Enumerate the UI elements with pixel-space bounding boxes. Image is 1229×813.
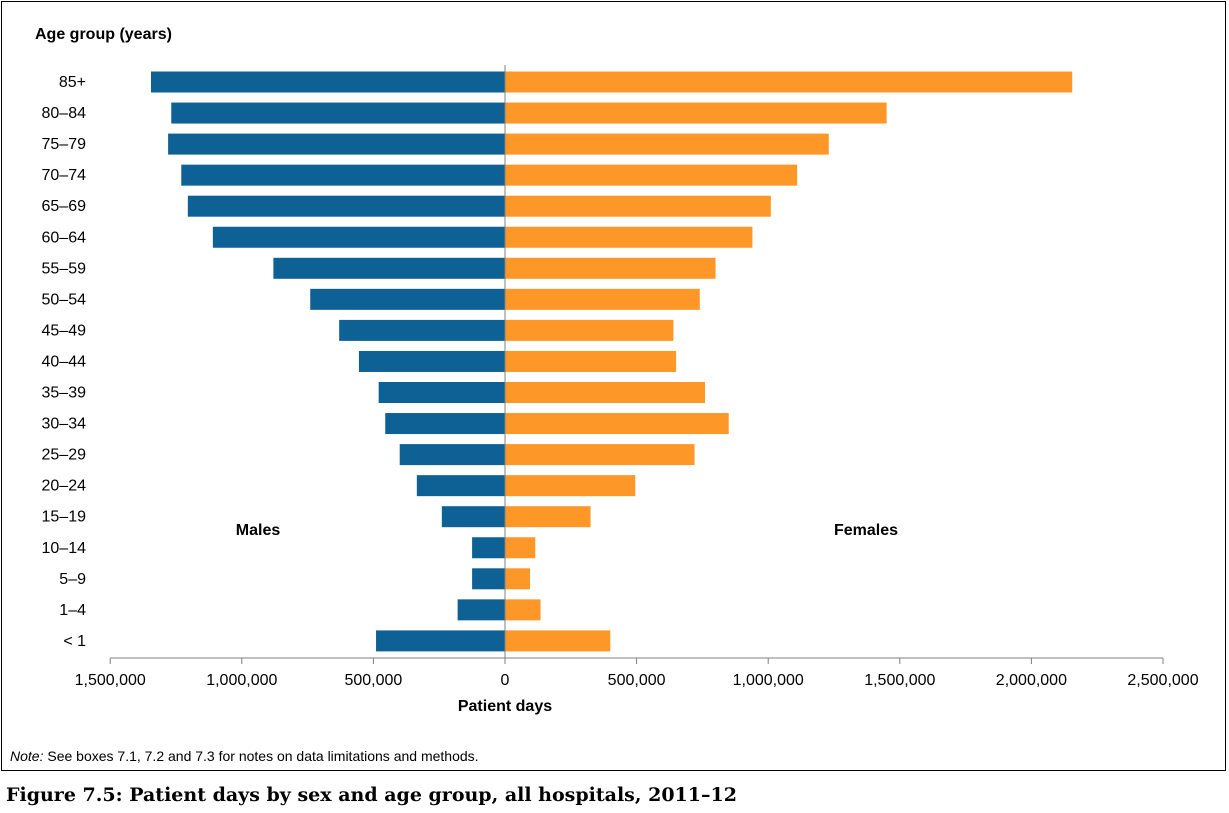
- note-text: See boxes 7.1, 7.2 and 7.3 for notes on …: [43, 748, 479, 764]
- male-bar: [378, 382, 505, 403]
- male-bar: [472, 537, 505, 559]
- female-bar: [505, 164, 798, 186]
- series-label-males: Males: [236, 522, 281, 539]
- y-tick-label: 80–84: [42, 105, 87, 122]
- male-bar: [168, 133, 505, 155]
- male-bar: [212, 226, 505, 248]
- x-tick-label: 500,000: [608, 672, 666, 689]
- y-tick-label: < 1: [63, 633, 86, 650]
- y-tick-label: 50–54: [42, 291, 87, 308]
- x-tick-label: 2,500,000: [1127, 672, 1198, 689]
- y-tick-label: 65–69: [42, 198, 87, 215]
- female-bar: [505, 630, 611, 652]
- y-tick-label: 55–59: [42, 260, 87, 277]
- note-label: Note:: [10, 748, 44, 764]
- female-bar: [505, 71, 1073, 93]
- y-tick-label: 25–29: [42, 447, 87, 464]
- figure-caption: Figure 7.5: Patient days by sex and age …: [6, 784, 737, 806]
- y-tick-label: 45–49: [42, 322, 87, 339]
- male-bar: [181, 164, 505, 186]
- figure-frame: 85+ 80–84 75–79 70–74 65–69 60–64 55–59 50–54 45…: [1, 1, 1226, 771]
- x-tick-label: 1,500,000: [864, 672, 935, 689]
- male-bar: [358, 350, 505, 372]
- female-bar: [505, 133, 829, 155]
- female-bar: [505, 102, 887, 124]
- x-tick-label: 2,000,000: [996, 672, 1067, 689]
- female-bar: [505, 350, 677, 372]
- female-bar: [505, 257, 716, 279]
- male-bar: [385, 413, 505, 435]
- female-bar: [505, 195, 771, 217]
- y-tick-label: 40–44: [42, 353, 87, 370]
- female-bar: [505, 537, 536, 559]
- female-bar: [505, 319, 674, 341]
- male-bar: [339, 319, 505, 341]
- male-bar: [441, 506, 505, 528]
- female-bar: [505, 506, 591, 528]
- x-tick-label: 1,000,000: [733, 672, 804, 689]
- y-tick-label: 30–34: [42, 416, 87, 433]
- male-bar: [457, 599, 505, 621]
- x-tick-label: 0: [501, 672, 510, 689]
- y-tick-label: 35–39: [42, 385, 87, 402]
- y-tick-label: 60–64: [42, 229, 87, 246]
- female-bar: [505, 413, 729, 435]
- figure-note: Note: See boxes 7.1, 7.2 and 7.3 for not…: [10, 748, 479, 764]
- male-bar: [376, 630, 505, 652]
- male-bar: [416, 475, 505, 497]
- series-label-females: Females: [834, 522, 898, 539]
- y-tick-label: 1–4: [59, 602, 86, 619]
- male-bar: [171, 102, 506, 124]
- y-axis-title: Age group (years): [35, 26, 172, 43]
- y-tick-label: 10–14: [42, 540, 87, 557]
- y-tick-label: 20–24: [42, 478, 87, 495]
- female-bar: [505, 475, 636, 497]
- male-bar: [310, 288, 505, 310]
- female-bar: [505, 444, 695, 466]
- male-bar: [399, 444, 505, 466]
- y-tick-label: 70–74: [42, 167, 87, 184]
- y-tick-label: 75–79: [42, 136, 87, 153]
- y-tick-label: 15–19: [42, 509, 87, 526]
- male-bar: [187, 195, 505, 217]
- male-bar: [472, 568, 505, 590]
- x-tick-label: 1,500,000: [75, 672, 146, 689]
- x-tick-label: 500,000: [344, 672, 402, 689]
- female-bar: [505, 382, 706, 403]
- female-bar: [505, 568, 531, 590]
- pyramid-chart: 85+ 80–84 75–79 70–74 65–69 60–64 55–59 50–54 45…: [35, 26, 1199, 715]
- female-bar: [505, 288, 700, 310]
- y-tick-label: 5–9: [59, 571, 86, 588]
- female-bar: [505, 599, 541, 621]
- male-bar: [150, 71, 505, 93]
- y-tick-label: 85+: [59, 74, 86, 91]
- male-bar: [273, 257, 505, 279]
- x-tick-label: 1,000,000: [206, 672, 277, 689]
- x-axis-title: Patient days: [458, 698, 552, 715]
- female-bar: [505, 226, 753, 248]
